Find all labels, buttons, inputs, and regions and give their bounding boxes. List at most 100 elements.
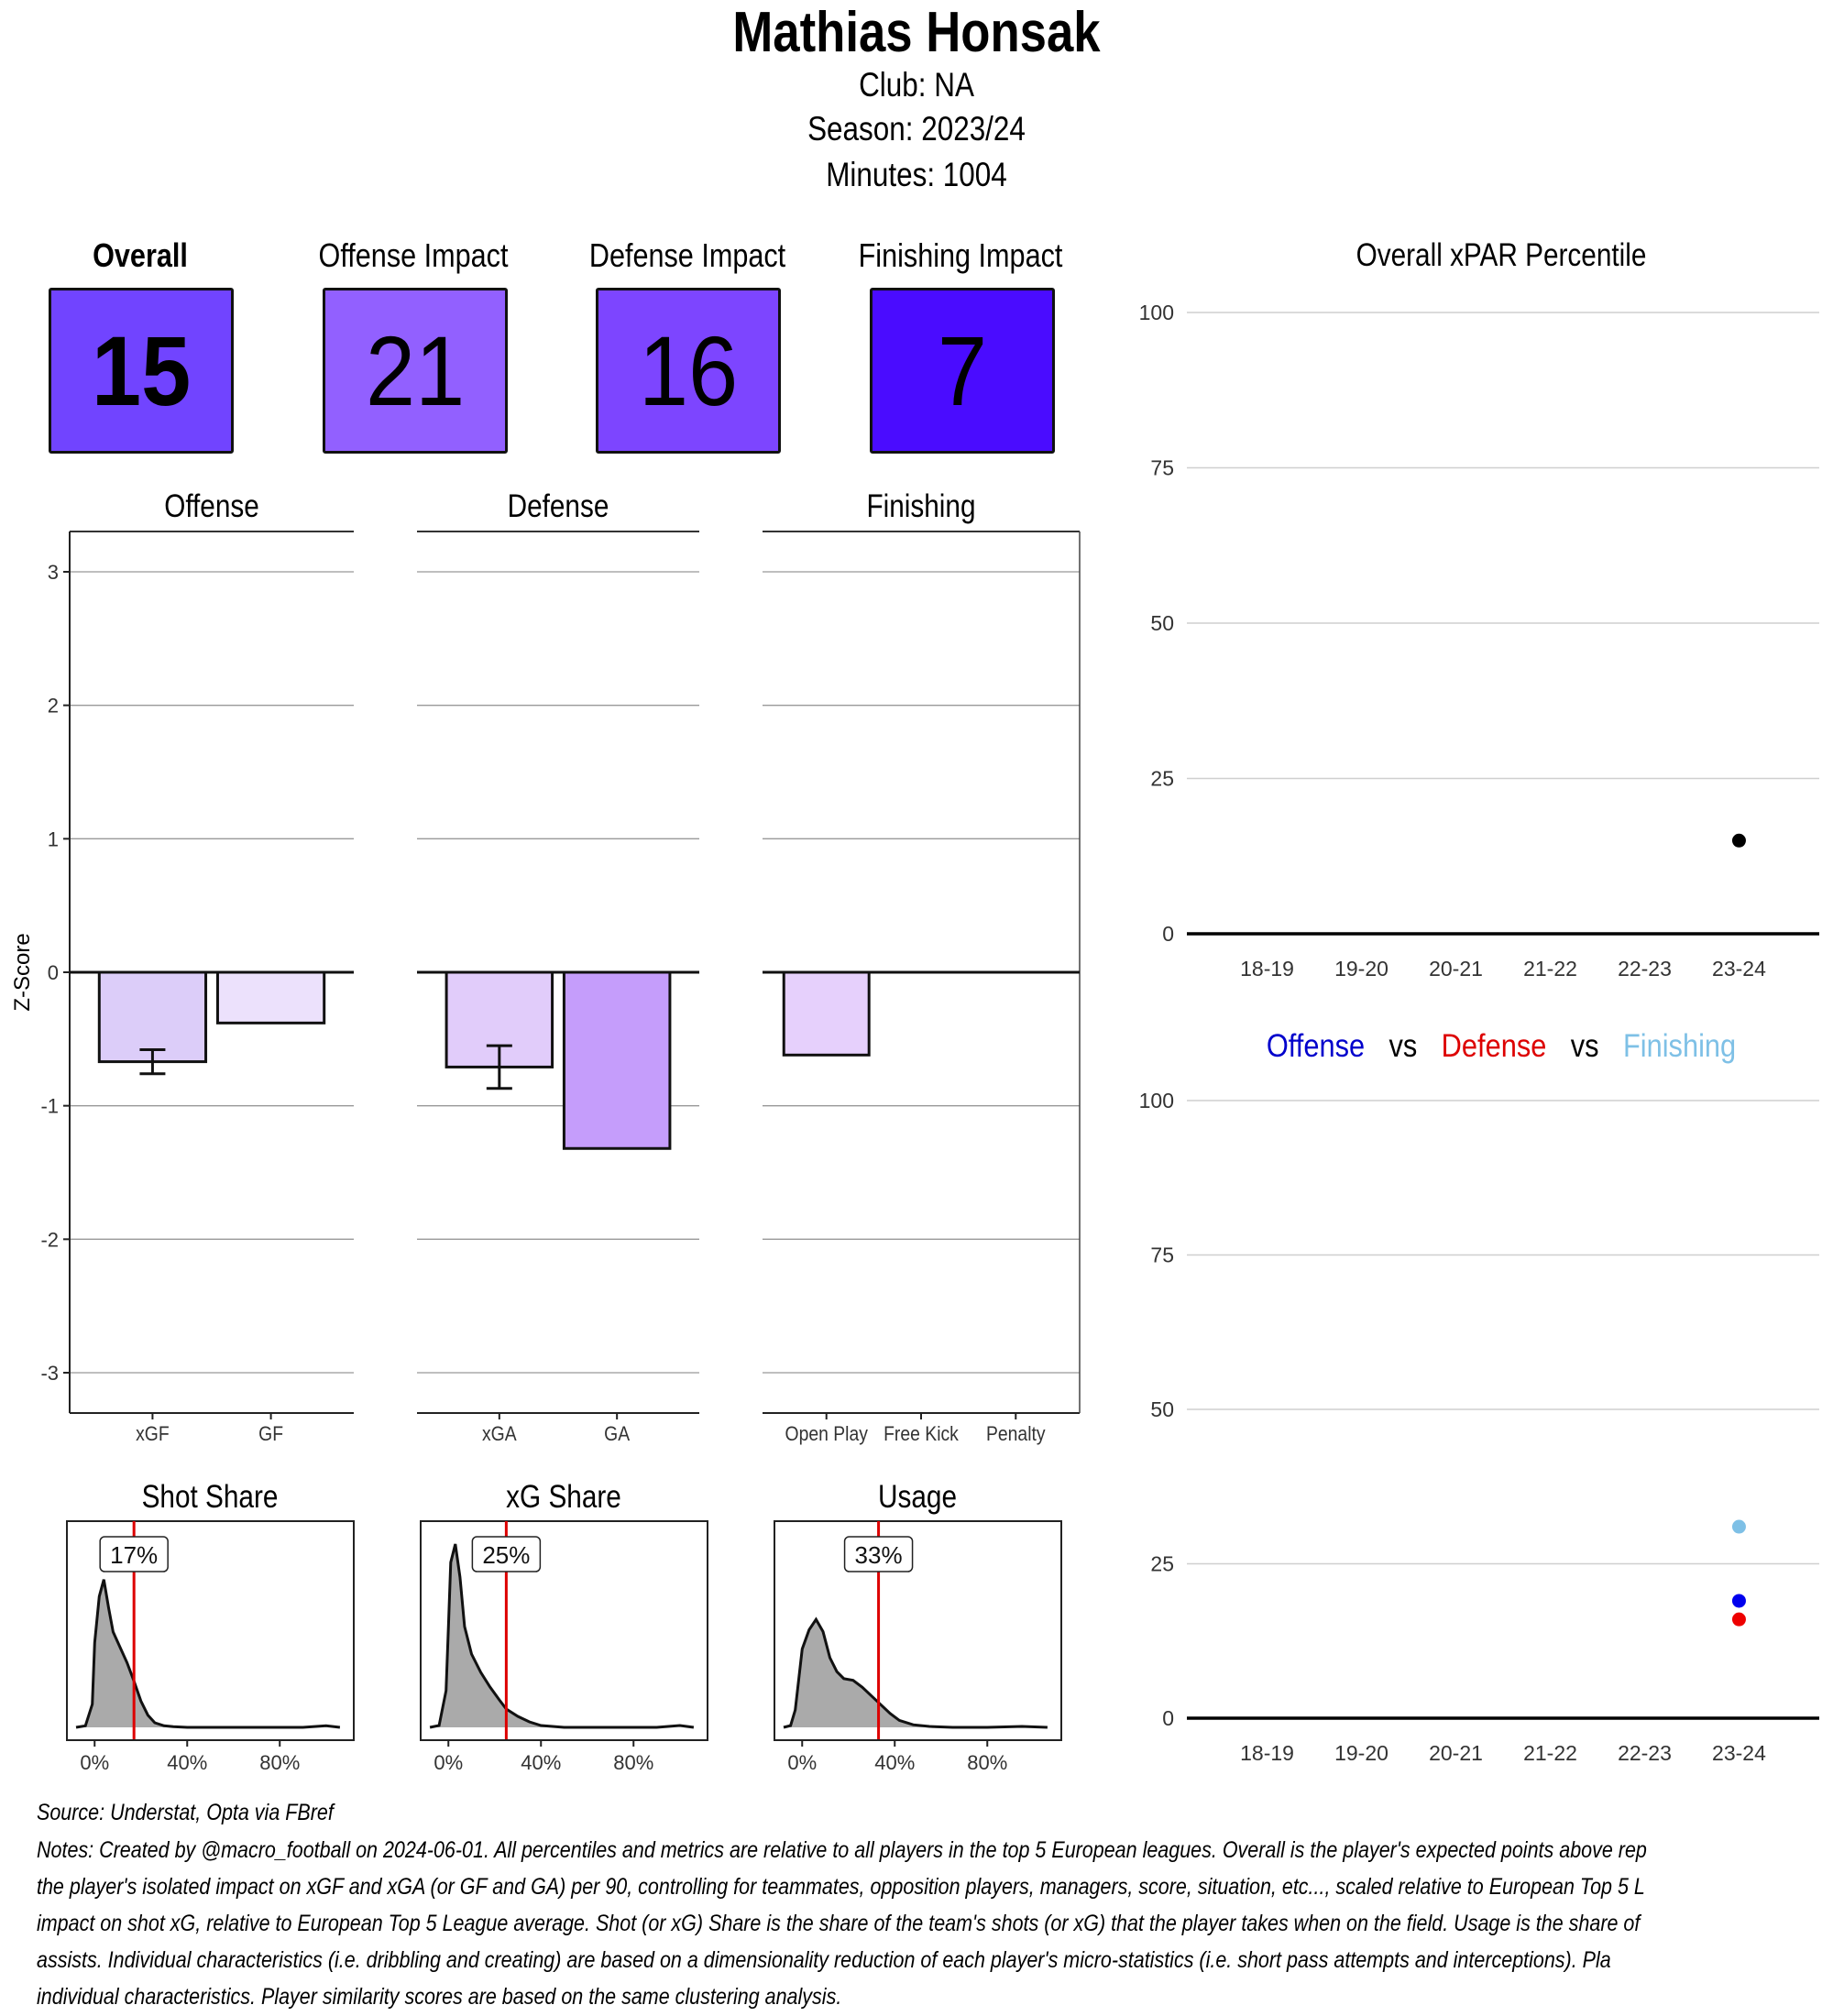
x-tick-label: 22-23 bbox=[1618, 957, 1672, 981]
notes-line-4: assists. Individual characteristics (i.e… bbox=[37, 1947, 1611, 1973]
y-tick-label: 0 bbox=[1162, 1706, 1174, 1730]
density-area bbox=[76, 1579, 190, 1727]
x-tick-label: 21-22 bbox=[1523, 1741, 1577, 1765]
player-value-label-box bbox=[843, 1536, 914, 1572]
offense-impact-card: 21 bbox=[323, 288, 508, 454]
legend-offense: Offense bbox=[1267, 1027, 1365, 1063]
overall-score-value: 15 bbox=[91, 315, 192, 426]
x-tick-label: 20-21 bbox=[1429, 957, 1483, 981]
finishing-impact-card: 7 bbox=[870, 288, 1055, 454]
player-value-label: 25% bbox=[482, 1541, 530, 1569]
y-tick-label: 75 bbox=[1150, 1244, 1174, 1267]
season-label: Season: 2023/24 bbox=[807, 110, 1026, 148]
minutes-label: Minutes: 1004 bbox=[826, 156, 1007, 193]
defense-impact-value: 16 bbox=[638, 315, 739, 426]
y-tick-label: 50 bbox=[1150, 1397, 1174, 1421]
y-tick-label: -3 bbox=[40, 1362, 59, 1385]
point-defense bbox=[1731, 1612, 1746, 1627]
y-tick-label: 100 bbox=[1139, 1089, 1174, 1112]
x-tick-label: xGF bbox=[136, 1423, 170, 1445]
x-tick-label: 23-24 bbox=[1712, 1741, 1766, 1765]
x-tick-label: GA bbox=[604, 1423, 630, 1445]
x-tick-label: 21-22 bbox=[1523, 957, 1577, 981]
density-title-xg-share: xG Share bbox=[506, 1479, 621, 1515]
y-tick-label: 1 bbox=[48, 827, 59, 850]
player-name: Mathias Honsak bbox=[732, 1, 1101, 64]
x-tick-label: xGA bbox=[482, 1423, 517, 1445]
x-tick-label: GF bbox=[258, 1423, 283, 1445]
finishing-impact-value: 7 bbox=[937, 315, 988, 426]
x-tick-label: 0% bbox=[80, 1751, 109, 1774]
x-tick-label: 80% bbox=[613, 1751, 653, 1774]
x-tick-label: 20-21 bbox=[1429, 1741, 1483, 1765]
bar-xgf bbox=[97, 970, 208, 1064]
bar-gf bbox=[215, 970, 326, 1024]
x-tick-label: 40% bbox=[874, 1751, 915, 1774]
y-tick-label: 25 bbox=[1150, 1552, 1174, 1576]
x-tick-label: 80% bbox=[259, 1751, 300, 1774]
x-tick-label: 19-20 bbox=[1334, 1741, 1388, 1765]
panel-title-finishing: Finishing bbox=[866, 488, 975, 524]
bar-ga bbox=[562, 970, 672, 1150]
y-axis-label-zscore: Z-Score bbox=[10, 933, 35, 1011]
x-tick-label: 19-20 bbox=[1334, 957, 1388, 981]
y-tick-label: -2 bbox=[40, 1228, 59, 1251]
y-tick-label: 2 bbox=[48, 695, 59, 718]
offense-impact-value: 21 bbox=[365, 315, 466, 426]
legend-vs-2: vs bbox=[1571, 1027, 1599, 1063]
y-tick-label: 50 bbox=[1150, 611, 1174, 635]
defense-impact-card: 16 bbox=[596, 288, 781, 454]
x-tick-label: 18-19 bbox=[1240, 1741, 1294, 1765]
x-tick-label: 22-23 bbox=[1618, 1741, 1672, 1765]
x-tick-label: Open Play bbox=[785, 1423, 869, 1445]
panel-title-defense: Defense bbox=[508, 488, 609, 524]
density-title-shot-share: Shot Share bbox=[142, 1479, 279, 1515]
x-tick-label: 18-19 bbox=[1240, 957, 1294, 981]
player-value-label-box bbox=[99, 1536, 169, 1572]
club-label: Club: NA bbox=[859, 66, 974, 104]
density-title-usage: Usage bbox=[878, 1479, 957, 1515]
panel-title-offense: Offense bbox=[164, 488, 259, 524]
y-tick-label: 25 bbox=[1150, 767, 1174, 791]
card-label-finishing: Finishing Impact bbox=[858, 236, 1063, 274]
y-tick-label: 100 bbox=[1139, 301, 1174, 324]
notes-line-1: Notes: Created by @macro_football on 202… bbox=[37, 1837, 1647, 1863]
density-curve bbox=[75, 1579, 341, 1729]
overall-score-card: 15 bbox=[49, 288, 234, 454]
card-label-overall: Overall bbox=[93, 236, 188, 274]
x-tick-label: Penalty bbox=[986, 1423, 1046, 1445]
legend-finishing: Finishing bbox=[1623, 1027, 1736, 1063]
player-value-label: 17% bbox=[110, 1541, 158, 1569]
y-tick-label: -1 bbox=[40, 1095, 59, 1118]
bar-open-play bbox=[782, 970, 871, 1057]
card-label-defense: Defense Impact bbox=[588, 236, 786, 274]
x-tick-label: 0% bbox=[434, 1751, 463, 1774]
source-note: Source: Understat, Opta via FBref bbox=[37, 1800, 334, 1825]
y-tick-label: 3 bbox=[48, 561, 59, 584]
player-value-label-box bbox=[471, 1536, 542, 1572]
y-tick-label: 75 bbox=[1150, 456, 1174, 480]
player-value-label: 33% bbox=[855, 1541, 903, 1569]
notes-line-5: individual characteristics. Player simil… bbox=[37, 1984, 842, 2010]
density-curve bbox=[783, 1616, 1048, 1729]
notes-line-3: impact on shot xG, relative to European … bbox=[37, 1911, 1641, 1936]
y-tick-label: 0 bbox=[1162, 922, 1174, 946]
x-tick-label: 23-24 bbox=[1712, 957, 1766, 981]
card-label-offense: Offense Impact bbox=[318, 236, 509, 274]
xpar-percentile-title: Overall xPAR Percentile bbox=[1356, 237, 1647, 273]
x-tick-label: 40% bbox=[521, 1751, 561, 1774]
point-finishing bbox=[1731, 1519, 1746, 1534]
component-percentile-title: Offense vs Defense vs Finishing bbox=[1267, 1027, 1736, 1063]
x-tick-label: 40% bbox=[167, 1751, 207, 1774]
density-area bbox=[430, 1544, 562, 1727]
notes-line-2: the player's isolated impact on xGF and … bbox=[37, 1874, 1645, 1900]
point-offense bbox=[1731, 1594, 1746, 1608]
density-curve bbox=[429, 1543, 695, 1729]
density-area bbox=[784, 1619, 934, 1727]
legend-vs-1: vs bbox=[1388, 1027, 1417, 1063]
point-overall bbox=[1731, 833, 1746, 848]
x-tick-label: 80% bbox=[967, 1751, 1007, 1774]
legend-defense: Defense bbox=[1442, 1027, 1547, 1063]
x-tick-label: 0% bbox=[787, 1751, 817, 1774]
